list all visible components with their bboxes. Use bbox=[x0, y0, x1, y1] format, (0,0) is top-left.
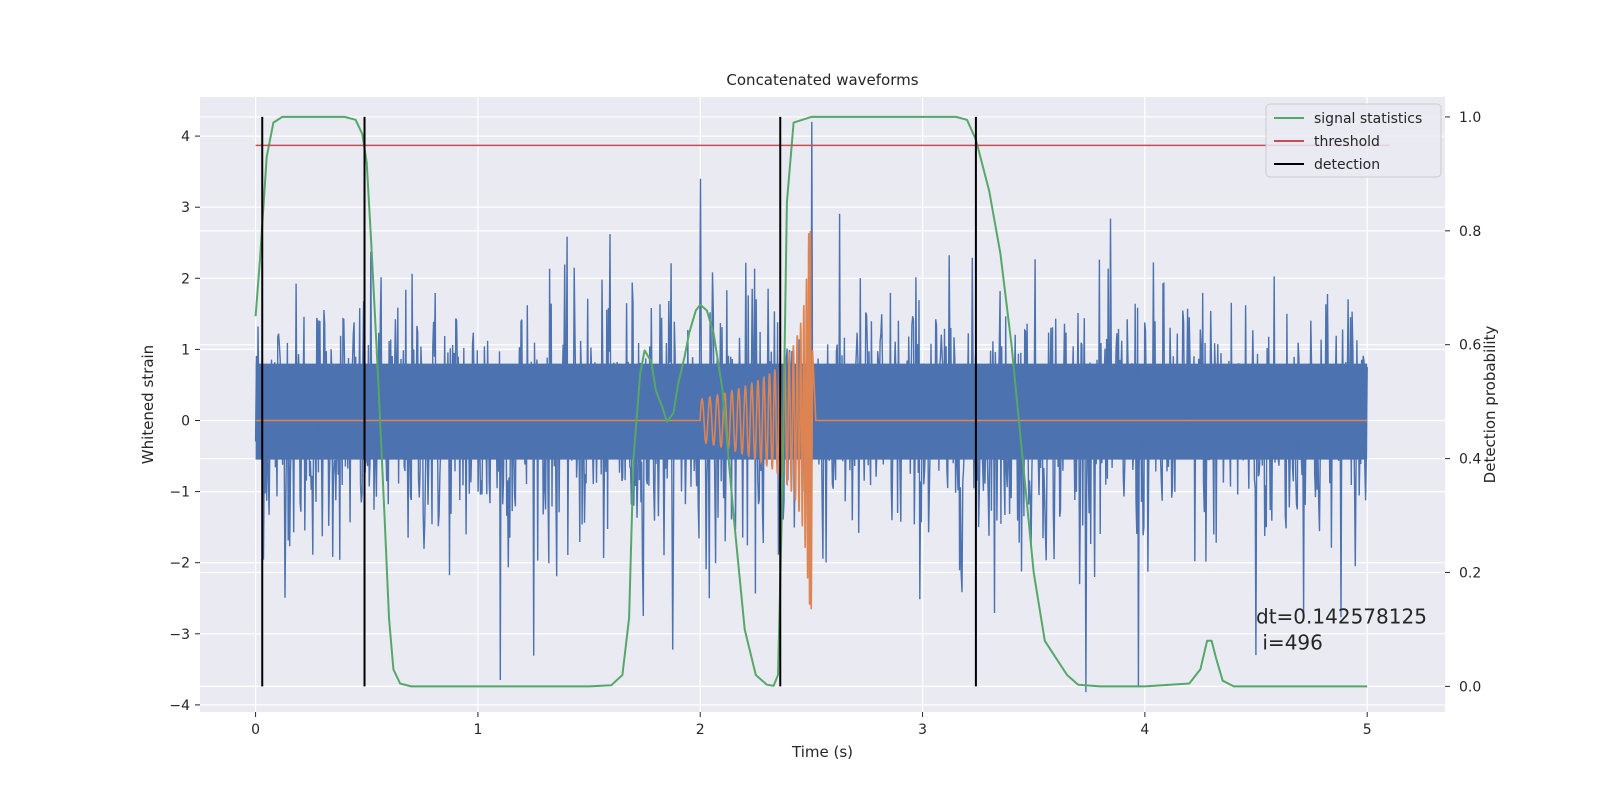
y-tick-label: −3 bbox=[169, 627, 190, 643]
annotation-index: i=496 bbox=[1256, 630, 1323, 654]
y-tick-label: 0 bbox=[181, 413, 190, 429]
template-series bbox=[255, 230, 1368, 610]
right-y-tick-label: 1.0 bbox=[1459, 110, 1481, 126]
y-tick-label: −4 bbox=[169, 698, 190, 714]
annotation-dt: dt=0.142578125 bbox=[1256, 604, 1427, 628]
right-y-tick-label: 0.6 bbox=[1459, 338, 1481, 354]
legend-box bbox=[1265, 103, 1442, 178]
y-tick-label: −2 bbox=[169, 556, 190, 572]
template-line bbox=[255, 230, 1368, 610]
right-y-axis-label: Detection probability bbox=[1481, 326, 1499, 484]
signal-statistics-series bbox=[254, 115, 1368, 688]
legend: signal statistics threshold detection bbox=[1265, 103, 1442, 178]
x-tick-label: 2 bbox=[696, 722, 705, 738]
y-tick-label: −1 bbox=[169, 485, 190, 501]
right-y-tick-label: 0.4 bbox=[1459, 452, 1481, 468]
right-y-tick-label: 0.2 bbox=[1459, 565, 1481, 581]
legend-label: signal statistics bbox=[1314, 111, 1422, 127]
detection-series bbox=[261, 116, 977, 687]
right-y-tick-label: 0.8 bbox=[1459, 224, 1481, 240]
x-tick-label: 1 bbox=[473, 722, 482, 738]
right-y-axis-ticks: 0.0 0.2 0.4 0.6 0.8 1.0 bbox=[1445, 110, 1481, 695]
x-tick-label: 4 bbox=[1140, 722, 1149, 738]
y-tick-label: 3 bbox=[181, 200, 190, 216]
x-axis-ticks: 0 1 2 3 4 5 bbox=[251, 712, 1372, 738]
legend-label: threshold bbox=[1314, 134, 1380, 150]
x-tick-label: 5 bbox=[1363, 722, 1372, 738]
x-tick-label: 0 bbox=[251, 722, 260, 738]
signal-statistics-line bbox=[254, 115, 1368, 688]
right-y-tick-label: 0.0 bbox=[1459, 679, 1481, 695]
y-tick-label: 1 bbox=[181, 342, 190, 358]
chart-title: Concatenated waveforms bbox=[726, 71, 918, 89]
strain-line bbox=[254, 121, 1368, 693]
y-axis-ticks: −4 −3 −2 −1 0 1 2 3 4 bbox=[169, 129, 200, 714]
x-tick-label: 3 bbox=[918, 722, 927, 738]
annotation: dt=0.142578125 i=496 bbox=[1256, 604, 1427, 654]
x-axis-label: Time (s) bbox=[791, 743, 853, 761]
y-tick-label: 2 bbox=[181, 271, 190, 287]
legend-label: detection bbox=[1314, 157, 1380, 173]
y-tick-label: 4 bbox=[181, 129, 190, 145]
y-axis-label: Whitened strain bbox=[139, 345, 157, 464]
